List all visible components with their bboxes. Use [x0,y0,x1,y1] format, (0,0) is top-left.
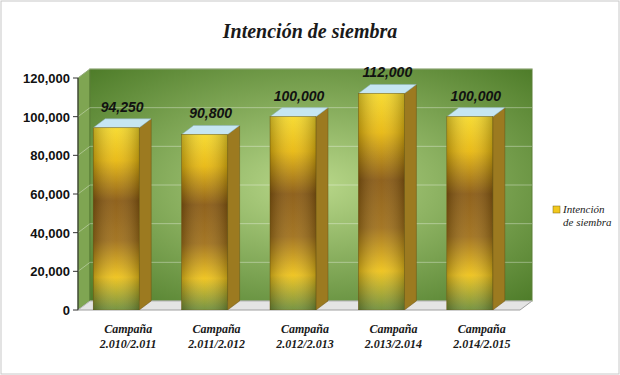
bar [270,117,316,310]
y-tick-label: 80,000 [30,148,70,163]
label-line: Campaña [193,322,241,336]
label-line: 2.010/2.011 [99,337,157,351]
data-label: 112,000 [363,64,413,80]
tick-mark [73,155,78,156]
y-tick-label: 40,000 [30,226,70,241]
bar-top [358,84,416,93]
label-line: 2.013/2.014 [364,337,422,351]
chart-frame [1,1,619,374]
bar-side [228,125,240,310]
bar-top [270,108,328,117]
data-label: 90,800 [189,105,232,121]
bar [447,117,493,310]
label-line: 2.012/2.013 [275,337,333,351]
bar [358,93,404,310]
grid-line [78,108,532,117]
legend-swatch [553,206,560,213]
title: Intención de siembra [222,20,397,42]
y-tick-label: 100,000 [23,110,70,125]
label-line: Campaña [104,322,152,336]
x-tick-label: Campaña2.013/2.014 [364,322,422,351]
chart-container: Intención de siembra 0 20,000 40,000 60,000 8… [0,0,620,375]
bar-shading [270,117,316,310]
label-line: Intención [562,203,605,215]
y-tick-label: 120,000 [23,71,70,86]
label-line: Campaña [281,322,329,336]
bar-top [182,125,240,134]
bar-side [493,108,505,310]
label-line: 2.014/2.015 [452,337,510,351]
data-label: 100,000 [274,88,325,104]
label-line: Campaña [458,322,506,336]
tick-mark [73,310,78,311]
x-tick-label: Campaña2.010/2.011 [99,322,157,351]
y-tick-label: 20,000 [30,264,70,279]
chart-svg: Intención de siembra 0 20,000 40,000 60,000 8… [0,0,620,375]
y-tick-label: 0 [63,303,70,318]
label-line: 2.011/2.012 [187,337,245,351]
tick-mark [73,232,78,233]
bar-top [93,119,151,128]
tick-mark [73,78,78,79]
x-tick-label: Campaña2.011/2.012 [187,322,245,351]
bar-shading [182,134,228,310]
legend-label: Intenciónde siembra [562,203,612,228]
bar [182,134,228,310]
bar-side [404,84,416,310]
y-axis [78,78,79,310]
y-tick-label: 60,000 [30,187,70,202]
bars [93,84,505,310]
label-line: de siembra [563,216,612,228]
bar-shading [358,93,404,310]
bar-side [316,108,328,310]
tick-mark [73,271,78,272]
bar-shading [447,117,493,310]
tick-mark [73,194,78,195]
bar-top [447,108,505,117]
grid-line [78,69,532,78]
bar [93,128,139,310]
tick-mark [73,116,78,117]
label-line: Campaña [369,322,417,336]
bar-side [139,119,151,310]
data-label: 94,250 [101,99,144,115]
x-tick-label: Campaña2.014/2.015 [452,322,510,351]
bar-shading [93,128,139,310]
x-tick-label: Campaña2.012/2.013 [275,322,333,351]
data-label: 100,000 [450,88,501,104]
